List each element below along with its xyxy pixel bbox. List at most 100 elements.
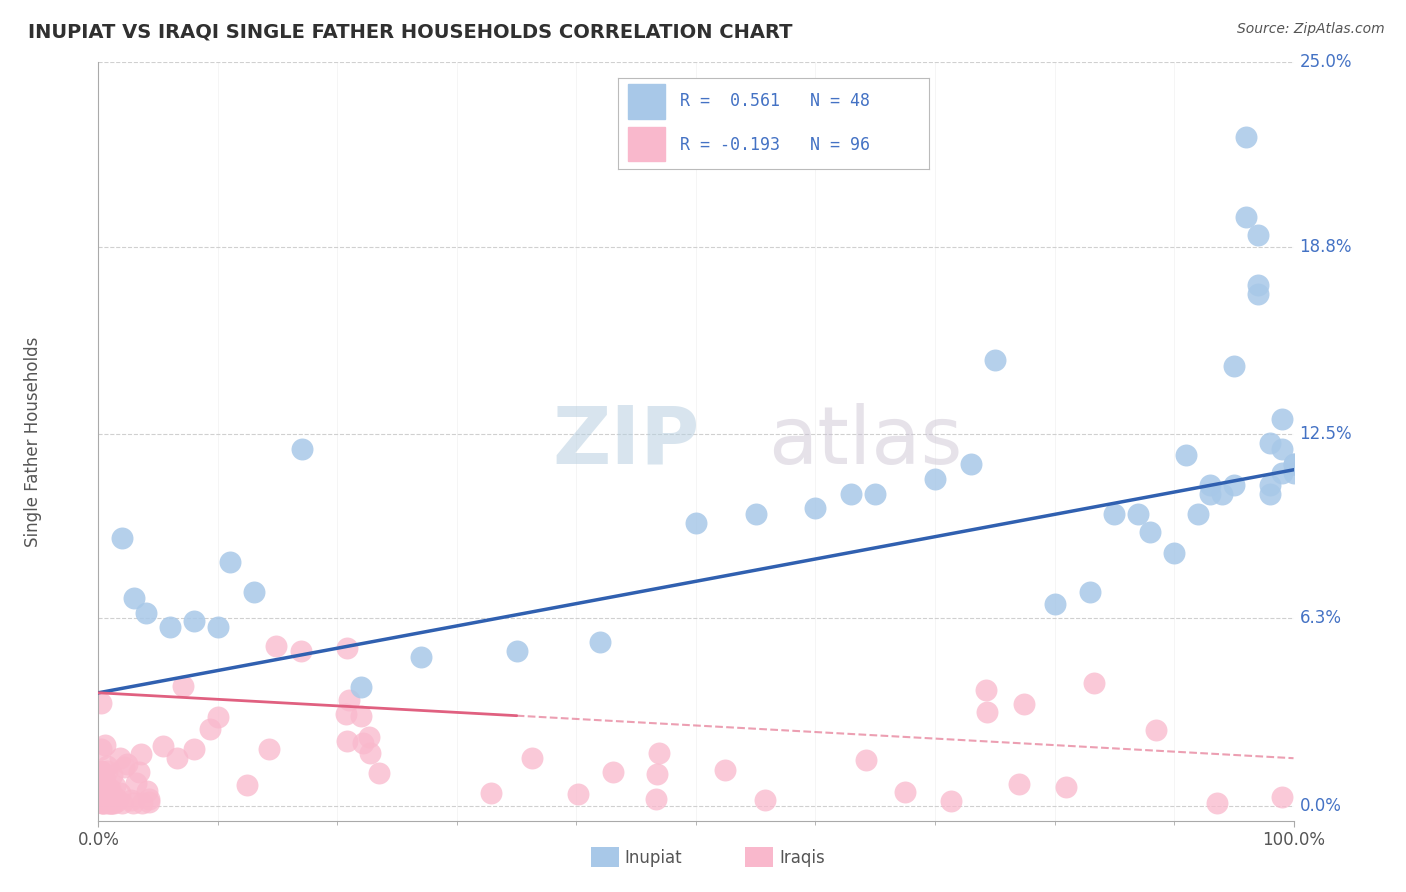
Point xyxy=(349,709,371,723)
Point xyxy=(219,555,242,569)
Point xyxy=(941,794,963,808)
Point xyxy=(125,776,148,790)
Point xyxy=(359,747,381,761)
Point xyxy=(121,796,143,810)
Point xyxy=(100,796,122,810)
Point xyxy=(111,796,134,810)
Point xyxy=(183,615,205,629)
Point xyxy=(335,706,357,721)
Point xyxy=(1083,675,1105,690)
Point xyxy=(1247,278,1270,293)
Point xyxy=(1234,129,1257,144)
Point xyxy=(89,780,111,794)
Point xyxy=(93,796,115,810)
Point xyxy=(159,620,181,634)
Point xyxy=(108,786,131,800)
Point xyxy=(112,760,135,774)
Point xyxy=(1163,546,1185,560)
Point xyxy=(974,683,997,698)
Point xyxy=(1223,359,1246,373)
Point xyxy=(124,591,146,605)
Point xyxy=(100,789,122,803)
Point xyxy=(1205,796,1227,810)
Point xyxy=(589,635,612,649)
Point xyxy=(1223,477,1246,491)
Point xyxy=(183,741,205,756)
Point xyxy=(90,742,112,756)
Point xyxy=(90,775,112,789)
Point xyxy=(135,606,157,620)
Point xyxy=(357,730,380,744)
Point xyxy=(714,763,737,777)
Point xyxy=(131,796,153,810)
Point xyxy=(567,787,589,801)
Point xyxy=(93,769,115,783)
Point xyxy=(98,781,121,796)
Point xyxy=(1175,448,1198,462)
Point xyxy=(117,756,139,771)
Point xyxy=(1199,477,1222,491)
Point xyxy=(138,792,160,806)
Point xyxy=(1139,525,1161,540)
Text: 25.0%: 25.0% xyxy=(1299,54,1353,71)
Point xyxy=(1247,227,1270,242)
Point xyxy=(350,680,373,694)
Point xyxy=(172,679,194,693)
Text: Iraqis: Iraqis xyxy=(779,849,825,867)
Point xyxy=(89,764,111,779)
Point xyxy=(89,782,111,797)
Point xyxy=(90,796,112,810)
Point xyxy=(1128,508,1150,522)
Point xyxy=(264,640,287,654)
Point xyxy=(1104,508,1126,522)
Point xyxy=(960,457,983,471)
Point xyxy=(855,753,877,767)
Point xyxy=(1282,466,1305,480)
Point xyxy=(1282,457,1305,471)
Point xyxy=(89,785,111,799)
Point xyxy=(200,722,222,736)
Point xyxy=(91,796,114,810)
Point xyxy=(335,640,357,655)
Point xyxy=(101,768,124,782)
Point xyxy=(1008,777,1031,791)
Point xyxy=(522,750,544,764)
Text: 12.5%: 12.5% xyxy=(1299,425,1353,443)
Point xyxy=(94,788,117,802)
Point xyxy=(120,792,142,806)
Point xyxy=(93,770,115,784)
Point xyxy=(1247,287,1270,301)
Point xyxy=(138,795,160,809)
Point xyxy=(257,742,280,756)
Point xyxy=(1199,486,1222,500)
Text: ZIP: ZIP xyxy=(553,402,700,481)
Point xyxy=(105,791,128,805)
Point xyxy=(1211,486,1233,500)
Point xyxy=(235,779,257,793)
Point xyxy=(1234,210,1257,224)
Point xyxy=(647,766,669,780)
Point xyxy=(96,758,118,772)
Point xyxy=(89,774,111,789)
Point xyxy=(97,789,120,804)
Point xyxy=(93,774,115,789)
Point xyxy=(129,747,152,761)
Point xyxy=(90,789,112,804)
Text: 18.8%: 18.8% xyxy=(1299,238,1353,256)
Point xyxy=(100,796,122,810)
Point xyxy=(96,764,118,778)
Point xyxy=(105,794,128,808)
Point xyxy=(976,705,998,719)
Point xyxy=(1271,412,1294,426)
Point xyxy=(745,508,768,522)
Point xyxy=(94,738,117,752)
Point xyxy=(90,767,112,781)
Point xyxy=(97,789,120,804)
Text: Single Father Households: Single Father Households xyxy=(24,336,42,547)
Point xyxy=(128,765,150,780)
Point xyxy=(1282,457,1305,471)
Point xyxy=(1187,508,1209,522)
Point xyxy=(352,736,374,750)
Point xyxy=(1080,584,1102,599)
Point xyxy=(89,789,111,804)
